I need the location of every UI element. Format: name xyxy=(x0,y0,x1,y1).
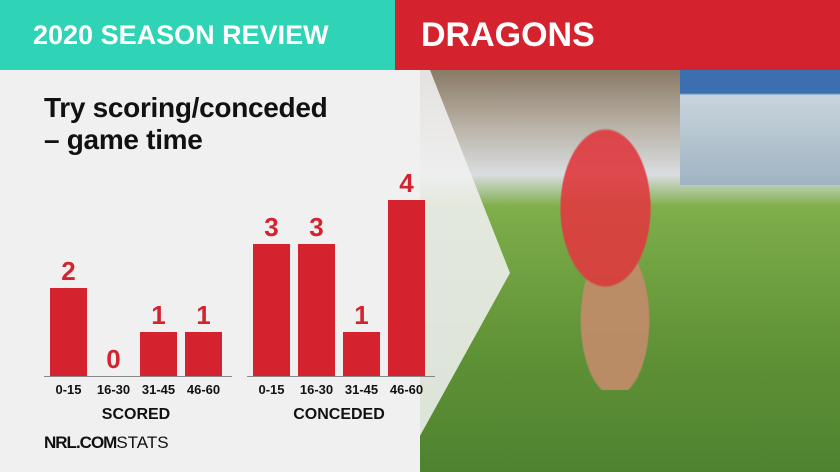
bar xyxy=(388,200,425,376)
group-label: SCORED xyxy=(102,406,170,423)
data-label: 2 xyxy=(61,256,75,286)
tick-label: 0-15 xyxy=(258,382,284,397)
tick-label: 31-45 xyxy=(142,382,175,397)
tick-label: 16-30 xyxy=(300,382,333,397)
season-review-banner: 2020 SEASON REVIEW xyxy=(0,0,395,70)
group-label: CONCEDED xyxy=(293,406,385,423)
data-label: 1 xyxy=(151,300,165,330)
nrl-stats-logo: NRL.COMSTATS xyxy=(44,433,169,453)
logo-light: STATS xyxy=(116,433,169,452)
bar xyxy=(50,288,87,376)
bar xyxy=(185,332,222,376)
data-label: 0 xyxy=(106,344,120,374)
bar xyxy=(343,332,380,376)
team-name-banner: DRAGONS xyxy=(395,0,840,70)
data-label: 4 xyxy=(399,168,414,198)
bar xyxy=(140,332,177,376)
data-label: 1 xyxy=(354,300,368,330)
tick-label: 46-60 xyxy=(390,382,423,397)
data-label: 3 xyxy=(309,212,323,242)
title-line-2: – game time xyxy=(44,124,203,155)
data-label: 1 xyxy=(196,300,210,330)
tick-label: 0-15 xyxy=(55,382,81,397)
tick-label: 31-45 xyxy=(345,382,378,397)
data-label: 3 xyxy=(264,212,278,242)
bar xyxy=(253,244,290,376)
title-line-1: Try scoring/conceded xyxy=(44,92,328,123)
tick-label: 46-60 xyxy=(187,382,220,397)
player-image xyxy=(520,110,710,390)
bar xyxy=(298,244,335,376)
chart-title: Try scoring/conceded – game time xyxy=(44,92,328,156)
tick-label: 16-30 xyxy=(97,382,130,397)
logo-bold: NRL.COM xyxy=(44,433,117,452)
